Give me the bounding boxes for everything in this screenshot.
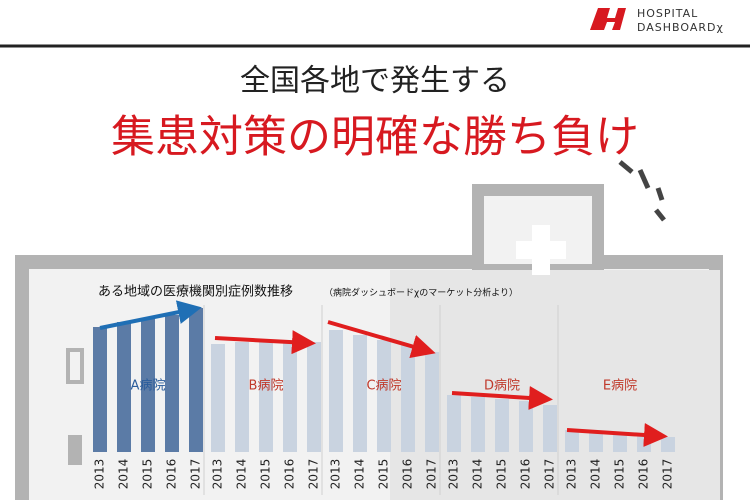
x-tick-label: 2013: [329, 459, 343, 490]
bar: [307, 342, 321, 452]
bar: [543, 405, 557, 452]
bar: [93, 327, 107, 452]
x-tick-label: 2015: [259, 459, 273, 490]
x-tick-label: 2016: [283, 459, 297, 490]
x-tick-label: 2013: [447, 459, 461, 490]
x-tick-label: 2016: [637, 459, 651, 490]
bar: [377, 340, 391, 452]
bar: [189, 308, 203, 452]
x-tick-label: 2014: [235, 459, 249, 490]
bar: [401, 345, 415, 452]
x-tick-label: 2015: [141, 459, 155, 490]
x-tick-label: 2015: [495, 459, 509, 490]
x-tick-label: 2017: [543, 459, 557, 490]
x-tick-label: 2016: [519, 459, 533, 490]
bar: [613, 433, 627, 452]
x-tick-label: 2017: [661, 459, 675, 490]
x-tick-label: 2016: [165, 459, 179, 490]
x-tick-label: 2014: [117, 459, 131, 490]
bar: [519, 401, 533, 452]
bar: [117, 322, 131, 452]
x-tick-label: 2016: [401, 459, 415, 490]
x-tick-label: 2015: [377, 459, 391, 490]
bar: [661, 437, 675, 452]
building-illustration: [15, 184, 723, 500]
x-tick-label: 2014: [589, 459, 603, 490]
logo: HOSPITAL DASHBOARDχ: [590, 7, 724, 34]
cross-icon: [516, 225, 566, 275]
bar: [329, 330, 343, 452]
x-tick-label: 2014: [353, 459, 367, 490]
x-tick-label: 2014: [471, 459, 485, 490]
bar: [565, 430, 579, 452]
chart-title: ある地域の医療機関別症例数推移: [98, 285, 293, 300]
bar: [211, 344, 225, 452]
group-label: A病院: [131, 379, 166, 394]
logo-text: DASHBOARDχ: [637, 21, 724, 34]
group-label: E病院: [603, 379, 637, 394]
bar: [471, 397, 485, 452]
bar: [259, 340, 273, 452]
headline-emphasis: 集患対策の明確な勝ち負け: [111, 112, 639, 163]
bar: [235, 342, 249, 452]
x-tick-label: 2017: [189, 459, 203, 490]
bar: [165, 315, 179, 452]
x-tick-label: 2013: [211, 459, 225, 490]
x-tick-label: 2017: [425, 459, 439, 490]
bar: [425, 352, 439, 452]
bar: [495, 399, 509, 452]
bar: [447, 395, 461, 452]
bar: [283, 342, 297, 452]
x-tick-label: 2013: [93, 459, 107, 490]
group-label: D病院: [484, 379, 520, 394]
bar: [353, 335, 367, 452]
group-label: C病院: [366, 379, 401, 394]
plot: 2013 2014 2015 2016 2017 A病院 2013 2014 2015 2016 2…: [93, 305, 675, 495]
headline: 全国各地で発生する: [240, 64, 510, 99]
x-tick-label: 2013: [565, 459, 579, 490]
logo-text: HOSPITAL: [637, 7, 698, 20]
x-tick-label: 2015: [613, 459, 627, 490]
bar: [141, 318, 155, 452]
trend-arrows: [99, 300, 668, 447]
bar: [589, 432, 603, 452]
group-label: B病院: [249, 379, 284, 394]
chart-subtitle: （病院ダッシュボードχのマーケット分析より）: [324, 287, 518, 299]
ring-lines: [618, 160, 666, 222]
x-tick-label: 2017: [307, 459, 321, 490]
